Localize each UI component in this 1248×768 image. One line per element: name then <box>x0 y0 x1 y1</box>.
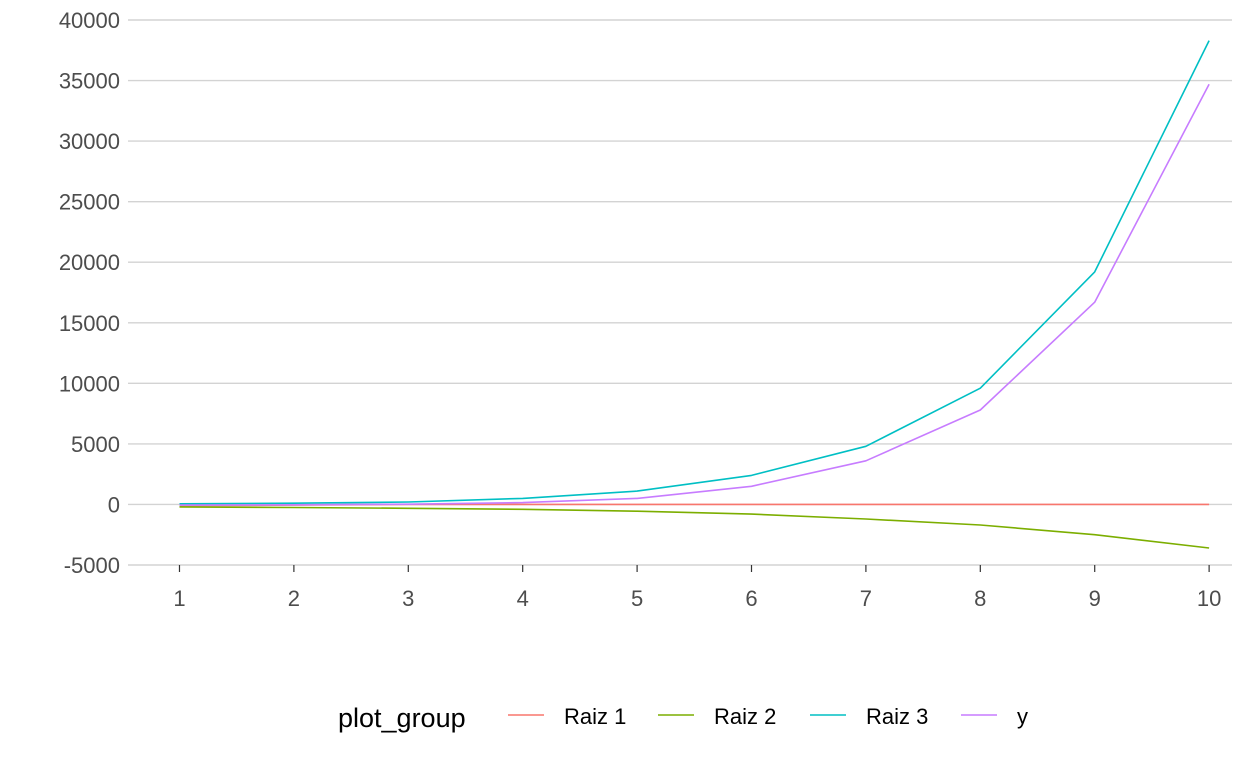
grid <box>128 19 1232 566</box>
x-tick-label: 3 <box>402 586 414 611</box>
x-tick-label: 9 <box>1089 586 1101 611</box>
y-tick-label: 5000 <box>71 432 120 457</box>
legend-items: Raiz 1 Raiz 2 Raiz 3 y <box>508 704 1028 729</box>
legend-label: y <box>1017 704 1028 729</box>
plot-area <box>179 40 1210 549</box>
x-tick-label: 7 <box>860 586 872 611</box>
x-axis: 1 2 3 4 5 6 7 8 9 10 <box>173 565 1221 611</box>
y-tick-label: 35000 <box>59 69 120 94</box>
legend-label: Raiz 1 <box>564 704 626 729</box>
y-tick-label: 20000 <box>59 250 120 275</box>
series-line-raiz-3 <box>179 40 1210 505</box>
legend-label: Raiz 3 <box>866 704 928 729</box>
x-tick-label: 2 <box>288 586 300 611</box>
y-tick-label: 15000 <box>59 311 120 336</box>
y-tick-label: 10000 <box>59 371 120 396</box>
legend-label: Raiz 2 <box>714 704 776 729</box>
x-tick-label: 5 <box>631 586 643 611</box>
series-line-y <box>179 83 1210 506</box>
y-tick-label: 0 <box>108 492 120 517</box>
y-tick-label: 25000 <box>59 190 120 215</box>
legend: plot_group Raiz 1 Raiz 2 Raiz 3 y <box>338 703 1028 733</box>
y-tick-label: -5000 <box>64 553 120 578</box>
x-tick-label: 6 <box>745 586 757 611</box>
x-tick-label: 8 <box>974 586 986 611</box>
x-tick-label: 4 <box>517 586 529 611</box>
y-tick-label: 40000 <box>59 8 120 33</box>
y-tick-label: 30000 <box>59 129 120 154</box>
x-tick-label: 10 <box>1197 586 1221 611</box>
x-tick-label: 1 <box>173 586 185 611</box>
legend-title: plot_group <box>338 703 466 733</box>
series-line-raiz-2 <box>179 506 1210 549</box>
y-axis: 40000 35000 30000 25000 20000 15000 10000 5000 0… <box>59 8 120 578</box>
